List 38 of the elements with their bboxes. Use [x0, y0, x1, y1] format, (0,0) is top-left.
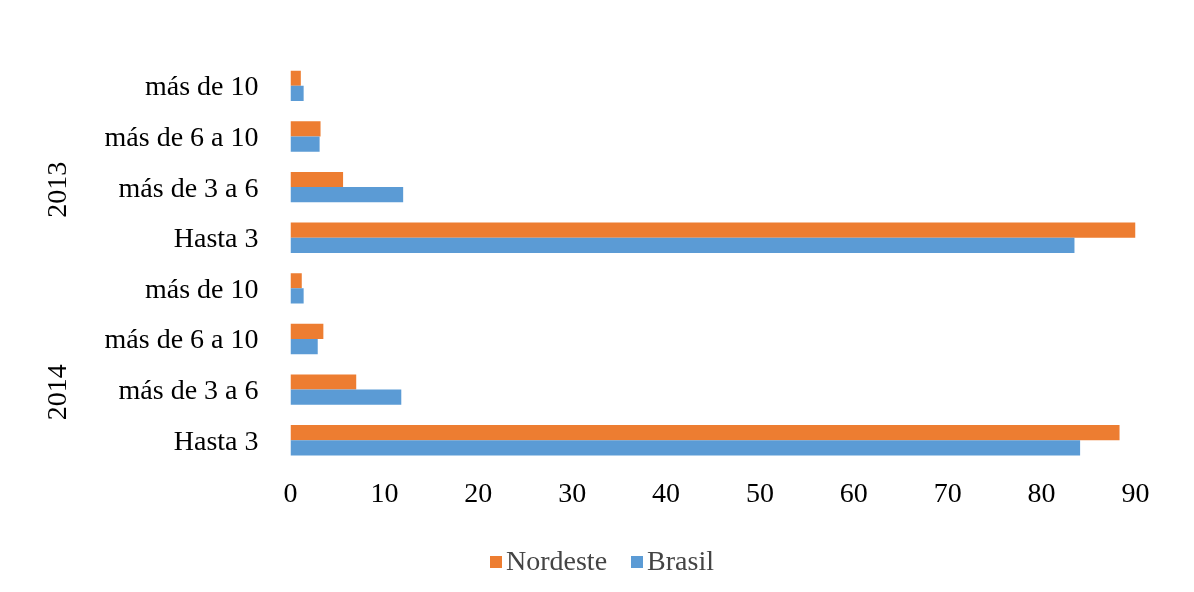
bar	[290, 171, 344, 188]
bar	[290, 70, 301, 86]
x-tick-label: 10	[370, 476, 399, 508]
x-tick-label: 70	[933, 476, 962, 508]
bar	[290, 85, 304, 101]
bar	[290, 121, 321, 137]
x-tick-label: 80	[1027, 476, 1056, 508]
y-tick-label: Hasta 3	[173, 222, 259, 254]
x-tick-label: 90	[1121, 476, 1150, 508]
x-tick-label: 40	[652, 476, 681, 508]
bar	[290, 136, 320, 152]
bar	[290, 273, 302, 289]
y-tick-label: Hasta 3	[173, 424, 259, 456]
bar	[290, 425, 1120, 441]
legend-label: Nordeste	[506, 545, 608, 577]
legend-label: Brasil	[647, 545, 714, 577]
bar	[290, 187, 404, 203]
x-tick-label: 50	[745, 476, 774, 508]
y-tick-label: más de 10	[144, 70, 259, 102]
y-tick-label: más de 3 a 6	[118, 374, 259, 406]
bar	[290, 389, 402, 405]
bar	[290, 288, 304, 304]
y-tick-label: más de 6 a 10	[104, 323, 259, 355]
x-tick-label: 60	[839, 476, 868, 508]
x-tick-label: 0	[283, 476, 298, 508]
text: 2013	[40, 161, 72, 218]
text: 2014	[40, 364, 72, 421]
y-tick-label: más de 6 a 10	[104, 120, 259, 152]
bar	[290, 323, 324, 339]
y-tick-label: más de 3 a 6	[118, 171, 259, 203]
x-tick-label: 30	[558, 476, 587, 508]
bar	[290, 440, 1081, 456]
y-tick-label: más de 10	[144, 272, 259, 304]
x-tick-label: 20	[464, 476, 493, 508]
bar	[290, 374, 357, 390]
bar	[290, 237, 1075, 253]
bar	[290, 222, 1136, 238]
bar	[290, 338, 318, 355]
